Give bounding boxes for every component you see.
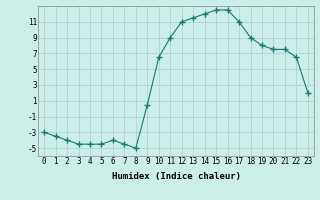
- X-axis label: Humidex (Indice chaleur): Humidex (Indice chaleur): [111, 172, 241, 181]
